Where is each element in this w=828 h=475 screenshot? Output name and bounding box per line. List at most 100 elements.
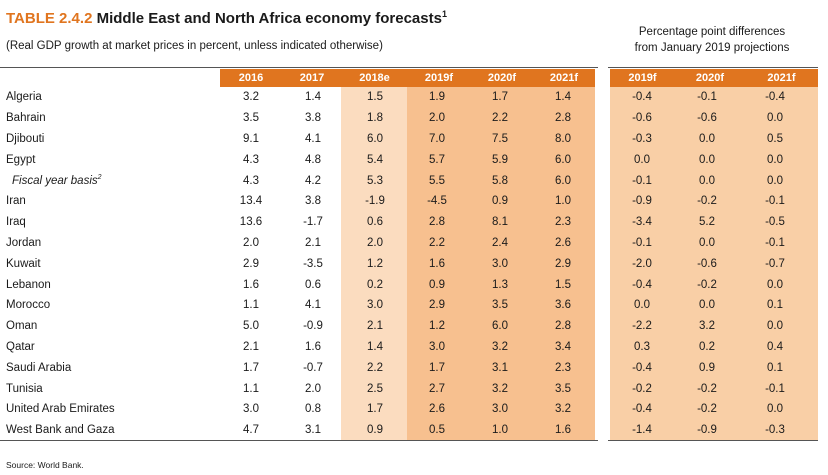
diff-cell-2019f: -0.4 bbox=[632, 361, 652, 374]
value-cell-2017: -0.7 bbox=[303, 361, 323, 374]
diff-cell-2021f: -0.7 bbox=[765, 257, 785, 270]
value-cell-2020f: 2.2 bbox=[492, 112, 508, 125]
value-cell-2019f: 3.0 bbox=[429, 340, 445, 353]
value-cell-2019f: 1.9 bbox=[429, 91, 445, 104]
value-cell-2018e: 6.0 bbox=[367, 132, 383, 145]
value-cell-2021f: 1.0 bbox=[555, 195, 571, 208]
value-cell-2021f: 1.4 bbox=[555, 91, 571, 104]
value-cell-2018e: 0.9 bbox=[367, 424, 383, 437]
row-label-text: Oman bbox=[6, 320, 38, 333]
value-cell-2017: 3.8 bbox=[305, 112, 321, 125]
value-cell-2016: 13.6 bbox=[239, 216, 263, 229]
value-cell-2020f: 5.9 bbox=[492, 153, 508, 166]
value-cell-2016: 1.1 bbox=[243, 299, 259, 312]
diff-cell-2020f: -0.9 bbox=[697, 424, 717, 437]
value-cell-2018e: 1.8 bbox=[367, 112, 383, 125]
value-cell-2019f: 1.6 bbox=[429, 257, 445, 270]
diff-cell-2021f: 0.0 bbox=[767, 153, 783, 166]
header-rule-main bbox=[0, 67, 598, 68]
col-header-2018e: 2018e bbox=[359, 72, 390, 84]
value-cell-2021f: 3.4 bbox=[555, 340, 571, 353]
row-label: Saudi Arabia bbox=[6, 362, 71, 374]
value-cell-2016: 4.3 bbox=[243, 174, 259, 187]
diff-cell-2021f: -0.1 bbox=[765, 382, 785, 395]
row-label: Iran bbox=[6, 195, 26, 207]
diff-column-shade bbox=[610, 87, 818, 440]
row-label: Tunisia bbox=[6, 383, 43, 395]
diff-cell-2019f: -0.3 bbox=[632, 132, 652, 145]
value-cell-2016: 4.7 bbox=[243, 424, 259, 437]
row-label-text: Iraq bbox=[6, 216, 26, 229]
value-cell-2021f: 2.6 bbox=[555, 236, 571, 249]
table-row: Qatar 2.1 1.6 1.4 3.0 3.2 3.4 0.3 0.2 0.4 bbox=[0, 337, 828, 358]
diff-cell-2020f: -0.2 bbox=[697, 195, 717, 208]
table-row: Morocco 1.1 4.1 3.0 2.9 3.5 3.6 0.0 0.0 0.1 bbox=[0, 295, 828, 316]
row-footnote-mark: 2 bbox=[97, 174, 102, 182]
estimate-column-shade bbox=[341, 87, 407, 440]
value-cell-2019f: 5.5 bbox=[429, 174, 445, 187]
row-label-text: Kuwait bbox=[6, 257, 41, 270]
table-row: Kuwait 2.9 -3.5 1.2 1.6 3.0 2.9 -2.0 -0.6 -0.7 bbox=[0, 253, 828, 274]
diff-cell-2020f: 0.0 bbox=[699, 132, 715, 145]
value-cell-2021f: 2.8 bbox=[555, 112, 571, 125]
value-cell-2019f: 5.7 bbox=[429, 153, 445, 166]
value-cell-2021f: 1.6 bbox=[555, 424, 571, 437]
row-label-text: West Bank and Gaza bbox=[6, 424, 115, 437]
title-footnote-mark: 1 bbox=[441, 9, 447, 19]
row-label-text: Lebanon bbox=[6, 278, 51, 291]
diff-header-2019f: 2019f bbox=[628, 72, 657, 84]
value-cell-2016: 3.0 bbox=[243, 403, 259, 416]
value-cell-2017: 4.1 bbox=[305, 299, 321, 312]
value-cell-2021f: 1.5 bbox=[555, 278, 571, 291]
row-label-text: Morocco bbox=[6, 299, 51, 312]
row-label-text: Jordan bbox=[6, 236, 42, 249]
diff-cell-2020f: 5.2 bbox=[699, 216, 715, 229]
value-cell-2018e: 3.0 bbox=[367, 299, 383, 312]
row-label: Jordan bbox=[6, 237, 41, 249]
diff-heading-line1: Percentage point differences bbox=[638, 26, 786, 38]
row-label-text: Bahrain bbox=[6, 112, 46, 125]
value-cell-2016: 2.1 bbox=[243, 340, 259, 353]
source-note: Source: World Bank. bbox=[6, 460, 84, 470]
value-cell-2018e: 1.4 bbox=[367, 340, 383, 353]
value-cell-2021f: 2.3 bbox=[555, 361, 571, 374]
value-cell-2019f: 0.5 bbox=[429, 424, 445, 437]
value-cell-2017: -3.5 bbox=[303, 257, 323, 270]
value-cell-2017: 0.6 bbox=[305, 278, 321, 291]
row-label: Fiscal year basis2 bbox=[12, 174, 102, 187]
value-cell-2018e: 2.1 bbox=[367, 320, 383, 333]
header-rule-diff bbox=[608, 67, 818, 68]
row-label: Algeria bbox=[6, 91, 42, 103]
table-row: Lebanon 1.6 0.6 0.2 0.9 1.3 1.5 -0.4 -0.2 0.0 bbox=[0, 274, 828, 295]
value-cell-2017: 4.8 bbox=[305, 153, 321, 166]
value-cell-2021f: 2.8 bbox=[555, 320, 571, 333]
value-cell-2017: 2.1 bbox=[305, 236, 321, 249]
diff-cell-2021f: 0.0 bbox=[767, 112, 783, 125]
diff-cell-2019f: -1.4 bbox=[632, 424, 652, 437]
value-cell-2021f: 2.3 bbox=[555, 216, 571, 229]
diff-cell-2021f: 0.4 bbox=[767, 340, 783, 353]
diff-heading-line2: from January 2019 projections bbox=[634, 42, 790, 54]
diff-cell-2019f: 0.0 bbox=[634, 153, 650, 166]
value-cell-2018e: 2.2 bbox=[367, 361, 383, 374]
value-cell-2020f: 1.0 bbox=[492, 424, 508, 437]
row-label: Bahrain bbox=[6, 112, 46, 124]
header-band-diff: 2019f 2020f 2021f bbox=[610, 69, 818, 87]
table-row: Oman 5.0 -0.9 2.1 1.2 6.0 2.8 -2.2 3.2 0.0 bbox=[0, 316, 828, 337]
value-cell-2018e: 2.0 bbox=[367, 236, 383, 249]
diff-cell-2021f: 0.0 bbox=[767, 403, 783, 416]
table-row: United Arab Emirates 3.0 0.8 1.7 2.6 3.0 3.2 -0… bbox=[0, 399, 828, 420]
diff-cell-2021f: 0.0 bbox=[767, 174, 783, 187]
row-label: Lebanon bbox=[6, 279, 51, 291]
value-cell-2017: 0.8 bbox=[305, 403, 321, 416]
diff-cell-2020f: 0.9 bbox=[699, 361, 715, 374]
value-cell-2020f: 3.5 bbox=[492, 299, 508, 312]
diff-cell-2020f: 0.2 bbox=[699, 340, 715, 353]
row-label: Iraq bbox=[6, 216, 26, 228]
diff-cell-2021f: -0.5 bbox=[765, 216, 785, 229]
diff-cell-2021f: -0.1 bbox=[765, 195, 785, 208]
table-title-text: Middle East and North Africa economy for… bbox=[96, 10, 442, 27]
row-label: Djibouti bbox=[6, 133, 44, 145]
row-label-text: United Arab Emirates bbox=[6, 403, 115, 416]
value-cell-2021f: 3.6 bbox=[555, 299, 571, 312]
